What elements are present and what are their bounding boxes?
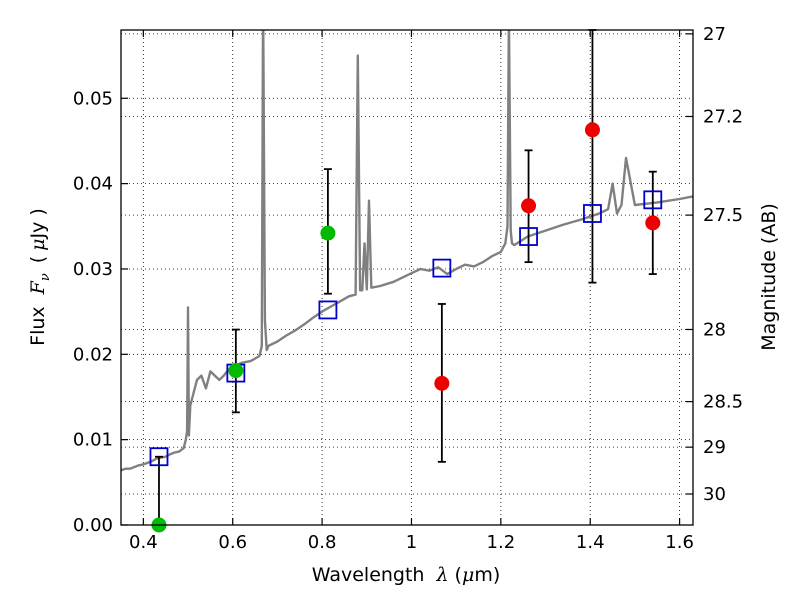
model-box (149, 447, 169, 467)
model-box (643, 190, 663, 210)
x-tick-label: 1.4 (576, 532, 605, 553)
magnitude-axis-title: Magnitude (AB) (758, 203, 780, 351)
model-box (432, 258, 452, 278)
low-significance-point (521, 198, 537, 214)
magnitude-tick-label: 29 (703, 437, 726, 458)
low-significance-point (584, 122, 600, 138)
magnitude-tick-label: 28 (703, 319, 726, 340)
low-significance-point (645, 215, 661, 231)
y-tick-label: 0.05 (73, 88, 113, 109)
x-tick-label: 1.6 (665, 532, 694, 553)
model-boxes (149, 190, 663, 467)
x-axis: 0.4 0.6 0.8 1 1.2 1.4 1.6 (129, 30, 694, 553)
y-axis-title: FluxFν(μJy ) (27, 208, 53, 346)
x-tick-label: 0.6 (218, 532, 247, 553)
magnitude-tick-label: 27 (703, 24, 726, 45)
low-significance-point (434, 375, 450, 391)
y-tick-label: 0.03 (73, 259, 113, 280)
magnitude-tick-label: 28.5 (703, 392, 743, 413)
model-box (583, 204, 602, 223)
magnitude-axis: 27 27.2 27.5 28 28.5 29 30 (686, 24, 743, 505)
plot-frame (120, 29, 694, 526)
model-box (519, 227, 538, 246)
x-axis-title: Wavelength λ (μm) (312, 564, 500, 586)
magnitude-tick-label: 27.2 (703, 106, 743, 127)
y-tick-label: 0.02 (73, 344, 113, 365)
y-tick-label: 0.04 (73, 174, 113, 195)
y-tick-label: 0.00 (73, 515, 113, 536)
x-tick-label: 1.2 (487, 532, 516, 553)
spectrum-line (121, 30, 693, 472)
x-tick-label: 0.8 (308, 532, 337, 553)
grid-lines (121, 30, 693, 525)
detection-point (228, 363, 244, 379)
y-tick-label: 0.01 (73, 430, 113, 451)
spectrum-curve (121, 30, 693, 472)
detection-point (320, 225, 336, 241)
model-box (318, 300, 338, 320)
y-axis: 0.00 0.01 0.02 0.03 0.04 0.05 (73, 88, 128, 536)
x-tick-label: 1 (406, 532, 417, 553)
x-tick-label: 0.4 (129, 532, 158, 553)
error-bars (154, 29, 657, 526)
magnitude-tick-label: 27.5 (703, 205, 743, 226)
photometry-points (151, 122, 661, 533)
magnitude-tick-label: 30 (703, 484, 726, 505)
